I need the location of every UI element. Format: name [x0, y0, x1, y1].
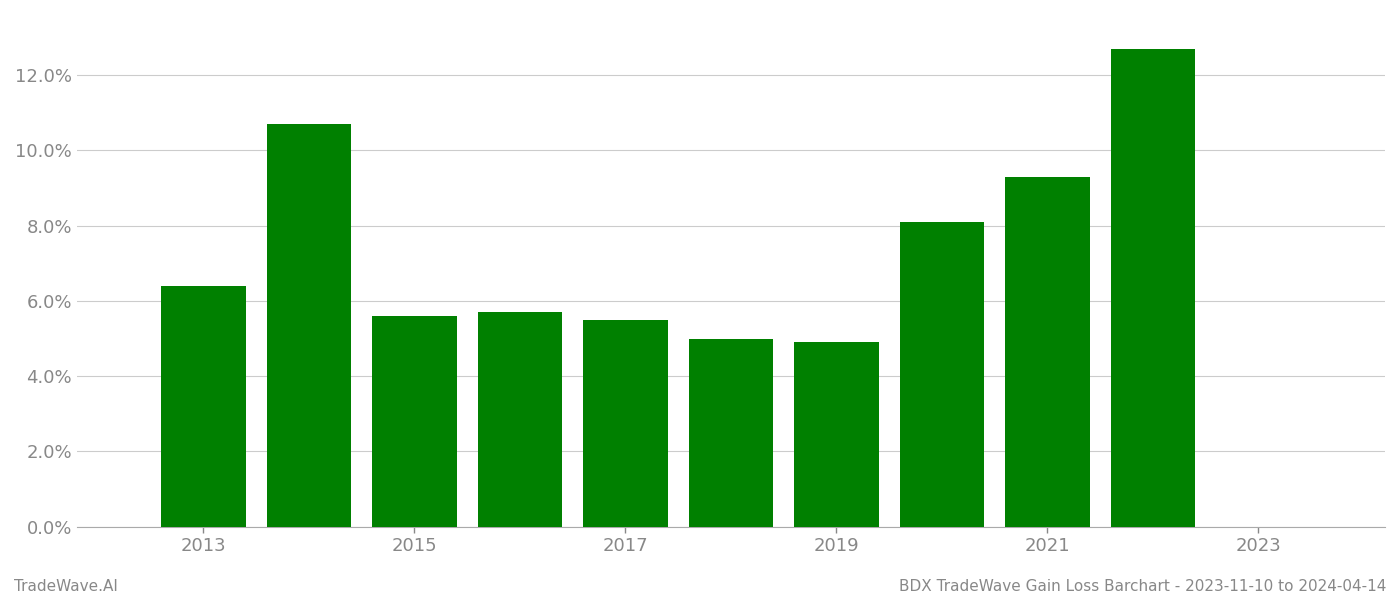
Bar	[477, 312, 563, 527]
Bar	[1005, 177, 1089, 527]
Bar	[689, 338, 773, 527]
Bar	[794, 342, 879, 527]
Bar	[161, 286, 245, 527]
Bar	[1110, 49, 1196, 527]
Text: BDX TradeWave Gain Loss Barchart - 2023-11-10 to 2024-04-14: BDX TradeWave Gain Loss Barchart - 2023-…	[899, 579, 1386, 594]
Bar	[267, 124, 351, 527]
Bar	[584, 320, 668, 527]
Text: TradeWave.AI: TradeWave.AI	[14, 579, 118, 594]
Bar	[372, 316, 456, 527]
Bar	[900, 222, 984, 527]
